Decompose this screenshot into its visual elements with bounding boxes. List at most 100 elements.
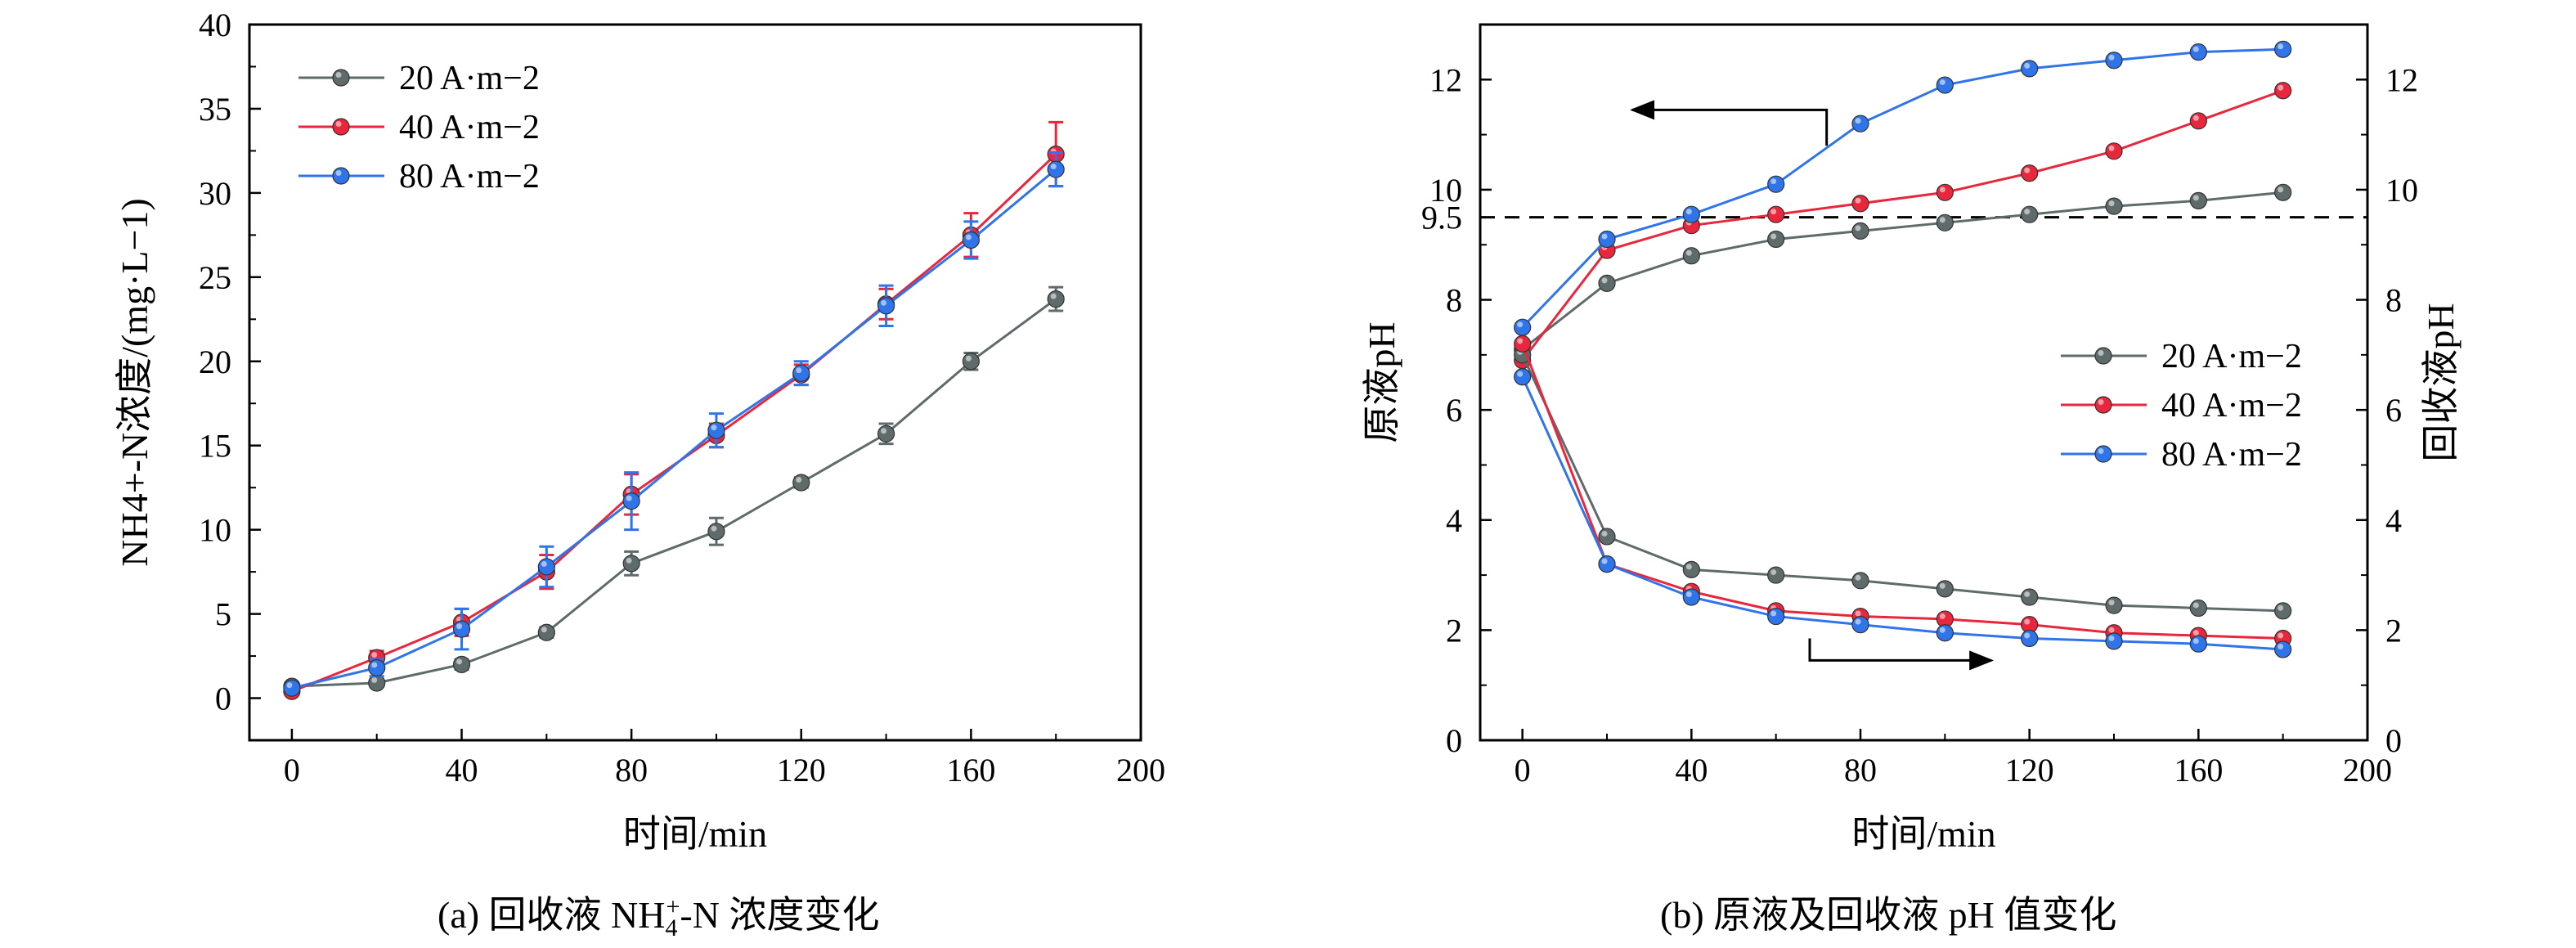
data-point-b-highlight [1855,610,1861,617]
data-point-b-body [2274,183,2292,201]
data-point-b [2021,164,2039,182]
data-point-a-highlight [965,234,972,240]
data-point-b-body [1514,318,1532,336]
series-line-b-1 [1521,89,2284,362]
data-point-b-body [2274,40,2292,58]
data-point-b-highlight [1770,178,1777,185]
data-point-b [1767,230,1785,249]
y-tick-label-left-b: 6 [1446,392,1462,429]
data-point-b [1514,318,1532,336]
x-tick-label-a: 200 [1116,752,1165,789]
data-point-b-body [2189,43,2207,61]
data-point-b [1851,222,1869,240]
data-point-b-highlight [2108,635,2115,641]
series-line-a-2 [291,168,1057,690]
data-point-a [622,555,640,573]
data-point-b-highlight [1601,530,1608,537]
series-line-b-4 [1521,343,2283,640]
data-point-b [1936,76,1954,94]
data-point-b [2105,142,2123,160]
data-point-b-highlight [2024,591,2031,597]
legend-label-b: 80 A·m−2 [2161,436,2302,474]
legend-marker-b-body [2094,445,2112,463]
data-point-b-highlight [1517,338,1524,344]
data-point-b [1851,115,1869,133]
data-point-b-highlight [2108,600,2115,606]
legend-label-b: 40 A·m−2 [2161,387,2302,425]
series-line-a-1 [291,153,1057,693]
data-point-a-highlight [1050,164,1057,170]
data-point-a [1047,160,1065,178]
data-point-b-body [1936,580,1954,598]
data-point-a-body [452,620,471,638]
legend-marker-b [2094,347,2112,365]
y-extra-tick-label-b: 9.5 [1421,200,1462,236]
data-point-a-highlight [881,299,887,306]
legend-marker-b-highlight [2098,350,2104,356]
data-point-a [1047,290,1065,308]
data-point-a-highlight [711,525,717,532]
data-point-b-body [2189,191,2207,209]
y-tick-label-right-b: 12 [2385,61,2418,98]
data-point-a-highlight [796,367,802,374]
data-point-b [1598,528,1616,546]
legend-marker-a-body [332,118,350,136]
data-point-b-body [1598,528,1616,546]
data-point-b [1767,566,1785,584]
data-point-a-highlight [456,658,463,665]
x-tick-label-a: 160 [946,752,995,789]
data-point-a-body [1047,290,1065,308]
legend-marker-a [332,69,350,87]
data-point-b [1936,213,1954,231]
data-point-b-body [1682,205,1700,223]
data-point-b-body [2021,164,2039,182]
data-point-a-body [792,474,810,492]
data-point-b-highlight [2024,62,2031,69]
data-point-b [1767,607,1785,626]
data-point-a-highlight [541,560,547,567]
data-point-b-highlight [2278,43,2284,50]
data-point-b-highlight [1601,277,1608,284]
series-line-a-0 [291,298,1057,688]
data-point-b-body [2274,640,2292,658]
legend-marker-a [332,118,350,136]
data-point-a [877,297,895,315]
data-point-b [2189,112,2207,130]
data-point-b-highlight [1939,627,1945,633]
y-tick-label-a: 5 [215,596,231,633]
legend-marker-b-highlight [2098,399,2104,405]
x-tick-label-a: 40 [446,752,478,789]
data-point-a-body [792,364,810,382]
data-point-b-highlight [1939,582,1945,589]
data-point-b-body [1767,566,1785,584]
data-point-b-highlight [2024,632,2031,639]
data-point-b-body [1936,76,1954,94]
series-line-b-3 [1521,354,2283,613]
caption-b-text: (b) 原液及回收液 pH 值变化 [1660,894,2117,936]
left-axis-arrow-b [1630,100,1829,146]
data-point-b-highlight [2278,604,2284,611]
data-point-b-body [1767,205,1785,223]
data-point-b-body [2021,588,2039,606]
data-point-b [1767,175,1785,193]
data-point-b [1514,335,1532,353]
data-point-b-body [2189,635,2207,653]
data-point-b-body [2105,52,2123,70]
data-point-b [1936,580,1954,598]
data-point-b-highlight [2278,643,2284,649]
data-point-b-highlight [1517,321,1524,328]
data-point-b-body [1936,213,1954,231]
data-point-b-body [1514,335,1532,353]
y-tick-label-a: 0 [215,681,231,717]
data-point-b [1767,205,1785,223]
data-point-a-highlight [371,652,378,658]
data-point-b [1514,368,1532,386]
data-point-b [1682,205,1700,223]
data-point-b [2189,599,2207,618]
data-point-a-body [452,655,471,673]
data-point-a [537,623,555,641]
y-tick-label-a: 10 [199,512,231,549]
data-point-b-body [2105,197,2123,215]
data-point-b-body [1682,588,1700,606]
y-tick-label-a: 15 [199,428,231,465]
